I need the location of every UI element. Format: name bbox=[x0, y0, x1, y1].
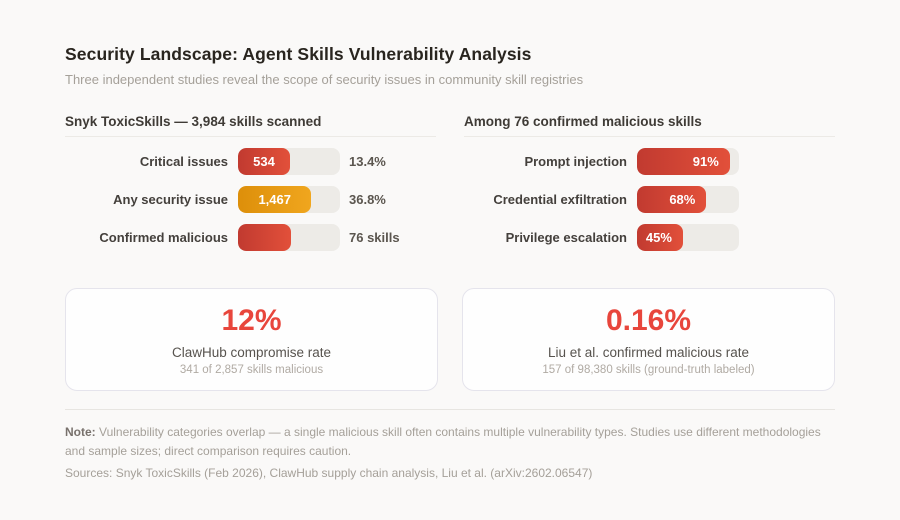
bar-inner-value: 534 bbox=[253, 154, 275, 169]
bar-inner-value: 1,467 bbox=[258, 192, 291, 207]
bar-track: 534 bbox=[238, 148, 340, 175]
bar-row-confirmed-malicious: Confirmed malicious 76 skills bbox=[65, 224, 436, 251]
panel-snyk-toxicskills: Snyk ToxicSkills — 3,984 skills scanned … bbox=[65, 114, 436, 251]
bar-inner-value: 45% bbox=[645, 230, 672, 245]
bar-track: 45% bbox=[637, 224, 739, 251]
bar-track: 68% bbox=[637, 186, 739, 213]
stat-label: ClawHub compromise rate bbox=[171, 345, 332, 360]
sources-line: Sources: Snyk ToxicSkills (Feb 2026), Cl… bbox=[65, 466, 593, 480]
stat-value: 12% bbox=[221, 304, 282, 337]
infographic-root: Security Landscape: Agent Skills Vulnera… bbox=[65, 44, 835, 480]
bar-row-privilege-escalation: Privilege escalation 45% bbox=[464, 224, 835, 251]
page-subtitle: Three independent studies reveal the sco… bbox=[65, 72, 584, 87]
panel-malicious-breakdown: Among 76 confirmed malicious skills Prom… bbox=[464, 114, 835, 251]
stat-sub: 157 of 98,380 skills (ground-truth label… bbox=[542, 364, 755, 376]
stat-sub: 341 of 2,857 skills malicious bbox=[179, 364, 324, 376]
bar-row-label: Confirmed malicious bbox=[99, 230, 228, 245]
bar-row-label: Prompt injection bbox=[524, 154, 627, 169]
bar-track: 91% bbox=[637, 148, 739, 175]
page-title: Security Landscape: Agent Skills Vulnera… bbox=[65, 44, 532, 64]
stat-card-liu-et-al: 0.16% Liu et al. confirmed malicious rat… bbox=[462, 288, 835, 391]
bar-row-credential-exfiltration: Credential exfiltration 68% bbox=[464, 186, 835, 213]
bar-row-label: Critical issues bbox=[139, 154, 228, 169]
bar-row-label: Privilege escalation bbox=[505, 230, 627, 245]
bar-outer-value: 36.8% bbox=[349, 192, 386, 207]
stat-value: 0.16% bbox=[605, 304, 692, 337]
bar-outer-value: 76 skills bbox=[349, 230, 400, 245]
stat-card-clawhub: 12% ClawHub compromise rate 341 of 2,857… bbox=[65, 288, 438, 391]
bar-fill: 534 bbox=[238, 148, 291, 175]
bar-row-prompt-injection: Prompt injection 91% bbox=[464, 148, 835, 175]
bar-outer-value: 13.4% bbox=[349, 154, 386, 169]
bar-inner-value: 91% bbox=[692, 154, 719, 169]
stat-label: Liu et al. confirmed malicious rate bbox=[547, 345, 750, 360]
bar-fill: 91% bbox=[637, 148, 730, 175]
bar-fill: 68% bbox=[637, 186, 707, 213]
footnote: Note: Vulnerability categories overlap —… bbox=[65, 423, 835, 461]
bar-row-any-security-issue: Any security issue 1,467 36.8% bbox=[65, 186, 436, 213]
bar-fill: 1,467 bbox=[238, 186, 312, 213]
bar-fill bbox=[238, 224, 292, 251]
bar-fill: 45% bbox=[637, 224, 683, 251]
bar-panels: Snyk ToxicSkills — 3,984 skills scanned … bbox=[65, 114, 835, 251]
bar-row-label: Credential exfiltration bbox=[493, 192, 627, 207]
footer-divider bbox=[65, 409, 835, 410]
bar-track bbox=[238, 224, 340, 251]
bar-row-critical-issues: Critical issues 534 13.4% bbox=[65, 148, 436, 175]
panel-heading: Snyk ToxicSkills — 3,984 skills scanned bbox=[65, 114, 436, 137]
bar-track: 1,467 bbox=[238, 186, 340, 213]
bar-row-label: Any security issue bbox=[113, 192, 228, 207]
panel-heading: Among 76 confirmed malicious skills bbox=[464, 114, 835, 137]
bar-inner-value: 68% bbox=[669, 192, 696, 207]
footnote-text: Vulnerability categories overlap — a sin… bbox=[65, 425, 821, 458]
stat-cards: 12% ClawHub compromise rate 341 of 2,857… bbox=[65, 288, 835, 391]
footnote-label: Note: bbox=[65, 425, 96, 439]
